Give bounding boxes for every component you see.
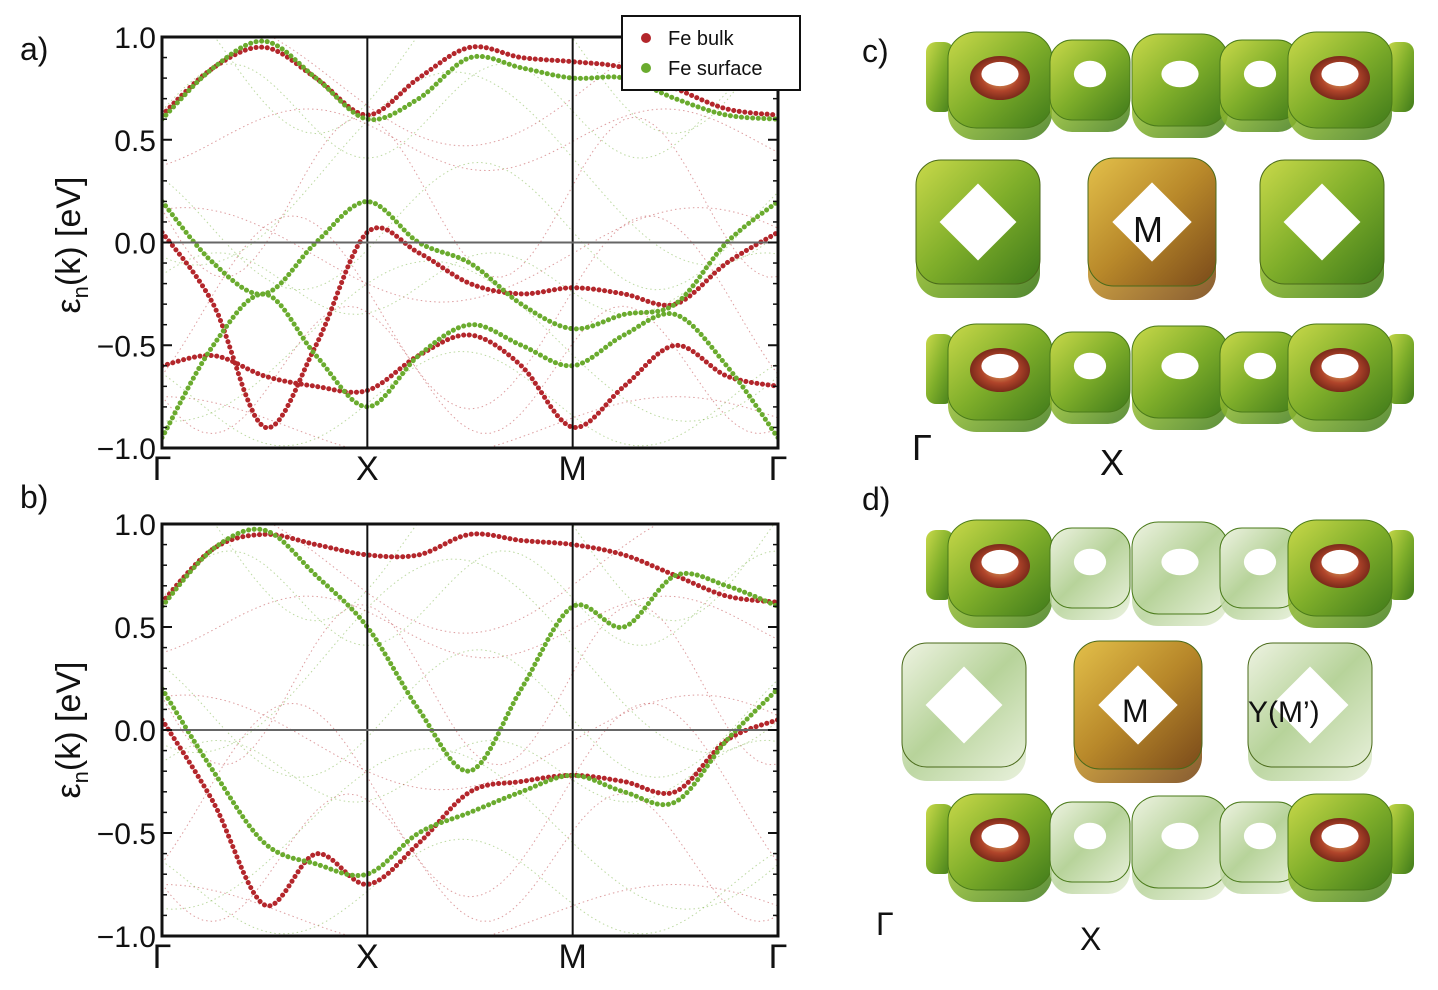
kpoint-label: Γ — [153, 938, 172, 976]
ghost-band — [162, 558, 778, 754]
d-m-pocket — [1073, 640, 1203, 783]
kpoint-label: Γ — [769, 450, 788, 488]
fs-c-x-label: X — [1100, 442, 1124, 483]
y-tick-label: −0.5 — [97, 330, 156, 363]
d-left-pocket — [901, 642, 1027, 781]
d-bottom-strap-3 — [1219, 801, 1301, 894]
kpoint-label: X — [356, 450, 379, 488]
y-tick-label: 1.0 — [114, 22, 156, 55]
y-tick-label: −1.0 — [97, 921, 156, 954]
c-top-edge-strap-1 — [1386, 42, 1414, 112]
fermi-surface-c — [915, 31, 1414, 432]
ghost-band — [162, 603, 778, 766]
c-bottom-gamma-ring-0 — [947, 323, 1053, 432]
surface-band-1 — [162, 291, 778, 441]
ghost-band — [162, 396, 778, 448]
fs-c-m-label: M — [1133, 209, 1163, 250]
c-bottom-edge-strap-1 — [1386, 334, 1414, 404]
bulk-band-2 — [162, 332, 778, 432]
kpoint-label: X — [356, 938, 379, 976]
svg-text:εn(k) [eV]: εn(k) [eV] — [50, 177, 93, 314]
legend-surface-marker — [641, 63, 651, 73]
kpoint-label: M — [559, 450, 587, 488]
kpoint-label: Γ — [153, 450, 172, 488]
fs-c-gamma-label: Γ — [912, 427, 932, 468]
legend-bulk-marker — [641, 33, 651, 43]
d-bottom-gamma-ring-0 — [947, 793, 1053, 902]
d-bottom-edge-strap-0 — [926, 804, 954, 874]
d-top-edge-strap-0 — [926, 530, 954, 600]
d-bottom-x-ring — [1131, 795, 1229, 900]
y-tick-label: −1.0 — [97, 433, 156, 466]
c-right-pocket — [1259, 159, 1385, 298]
y-axis-label-a: εn(k) [eV] — [50, 177, 93, 314]
kpoint-label: M — [559, 938, 587, 976]
ghost-band — [162, 883, 778, 936]
y-tick-label: 0.0 — [114, 715, 156, 748]
c-bottom-strap-1 — [1049, 331, 1131, 424]
fs-d-gamma-label: Γ — [876, 906, 894, 942]
c-bottom-x-ring — [1131, 325, 1229, 430]
d-bottom-gamma-ring-4 — [1287, 793, 1393, 902]
panel-c-label: c) — [862, 33, 889, 69]
ghost-band — [162, 63, 778, 159]
d-top-x-ring — [1131, 521, 1229, 626]
c-left-pocket — [915, 159, 1041, 298]
ghost-band — [162, 694, 778, 791]
ghost-band — [214, 524, 775, 622]
band-plot-b: 1.00.50.0−0.5−1.0Γ X M Γ — [97, 509, 788, 976]
d-top-edge-strap-1 — [1386, 530, 1414, 600]
c-top-gamma-ring-0 — [947, 31, 1053, 140]
legend: Fe bulk Fe surface — [621, 15, 801, 91]
c-top-gamma-ring-4 — [1287, 31, 1393, 140]
d-bottom-strap-1 — [1049, 801, 1131, 894]
c-top-x-ring — [1131, 33, 1229, 138]
bulk-band-1 — [162, 531, 778, 605]
legend-surface-label: Fe surface — [668, 58, 762, 80]
y-tick-label: −0.5 — [97, 818, 156, 851]
c-bottom-edge-strap-0 — [926, 334, 954, 404]
bulk-band-0 — [162, 717, 778, 909]
d-top-strap-3 — [1219, 527, 1301, 620]
d-top-strap-1 — [1049, 527, 1131, 620]
svg-text:εn(k) [eV]: εn(k) [eV] — [50, 662, 93, 799]
fs-d-x-label: X — [1080, 921, 1101, 957]
ghost-band — [162, 116, 778, 278]
surface-band-1 — [162, 526, 778, 774]
y-tick-label: 1.0 — [114, 509, 156, 542]
y-tick-label: 0.5 — [114, 612, 156, 645]
legend-bulk-label: Fe bulk — [668, 28, 735, 50]
c-top-strap-3 — [1219, 39, 1301, 132]
ghost-band — [162, 108, 778, 172]
y-tick-label: 0.5 — [114, 125, 156, 158]
fermi-surface-d — [901, 519, 1414, 902]
kpoint-label: Γ — [769, 938, 788, 976]
c-top-edge-strap-0 — [926, 42, 954, 112]
ghost-band — [162, 215, 778, 410]
surface-band-0 — [162, 686, 778, 879]
panel-d-label: d) — [862, 481, 890, 517]
d-bottom-edge-strap-1 — [1386, 804, 1414, 874]
ghost-band — [162, 207, 778, 303]
d-top-gamma-ring-0 — [947, 519, 1053, 628]
c-top-strap-1 — [1049, 39, 1131, 132]
fs-d-y-label: Y(M’) — [1248, 696, 1320, 729]
y-axis-label-b: εn(k) [eV] — [50, 662, 93, 799]
band-plot-a: 1.00.50.0−0.5−1.0Γ X M Γ — [97, 22, 788, 488]
c-m-pocket — [1087, 157, 1217, 300]
panel-b-label: b) — [20, 479, 48, 515]
fs-d-m-label: M — [1122, 693, 1149, 729]
ghost-band — [162, 71, 778, 266]
y-tick-label: 0.0 — [114, 228, 156, 261]
c-bottom-strap-3 — [1219, 331, 1301, 424]
d-top-gamma-ring-4 — [1287, 519, 1393, 628]
ghost-band — [162, 595, 778, 659]
panel-a-label: a) — [20, 31, 48, 67]
surface-band-2 — [162, 38, 778, 123]
d-y-pocket — [1247, 642, 1373, 781]
c-bottom-gamma-ring-4 — [1287, 323, 1393, 432]
